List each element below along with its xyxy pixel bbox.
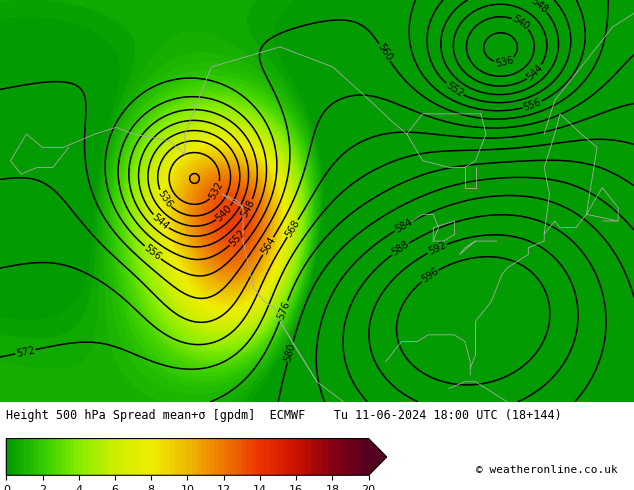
Text: © weatheronline.co.uk: © weatheronline.co.uk xyxy=(476,466,618,475)
Text: 580: 580 xyxy=(283,342,297,362)
Text: 540: 540 xyxy=(510,14,531,32)
Text: 592: 592 xyxy=(427,240,448,257)
Text: 544: 544 xyxy=(525,63,545,83)
PathPatch shape xyxy=(368,439,387,475)
Text: 548: 548 xyxy=(240,198,257,219)
Text: 548: 548 xyxy=(529,0,550,15)
Text: 572: 572 xyxy=(15,345,36,359)
Text: 540: 540 xyxy=(214,203,234,223)
Text: 564: 564 xyxy=(259,235,277,256)
Text: 544: 544 xyxy=(150,212,171,232)
Text: 596: 596 xyxy=(419,266,440,285)
Text: 584: 584 xyxy=(393,217,414,235)
Text: 556: 556 xyxy=(142,243,163,262)
Text: 576: 576 xyxy=(276,300,292,321)
Text: 588: 588 xyxy=(390,240,411,258)
Text: 536: 536 xyxy=(155,189,174,209)
Text: Height 500 hPa Spread mean+σ [gpdm]  ECMWF    Tu 11-06-2024 18:00 UTC (18+144): Height 500 hPa Spread mean+σ [gpdm] ECMW… xyxy=(6,409,562,422)
Text: 556: 556 xyxy=(522,97,543,113)
Text: 560: 560 xyxy=(375,42,394,63)
Text: 568: 568 xyxy=(283,218,302,239)
Text: 536: 536 xyxy=(495,55,515,69)
Text: 532: 532 xyxy=(207,180,225,201)
Text: 552: 552 xyxy=(227,227,247,248)
Text: 552: 552 xyxy=(444,80,465,99)
